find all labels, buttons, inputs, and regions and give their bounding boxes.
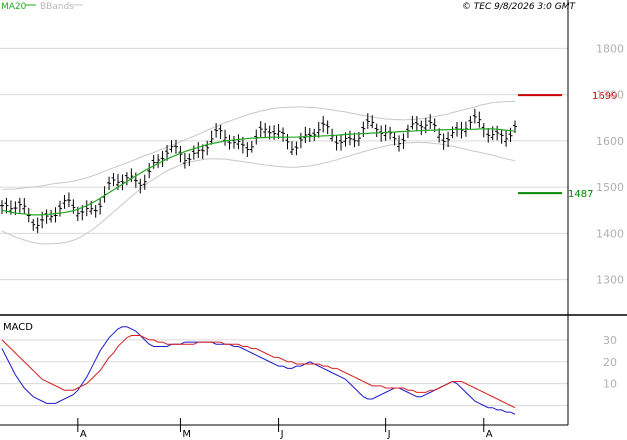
macd-gridlines [0, 339, 568, 406]
price-bars [0, 108, 517, 234]
bbands-upper-line [1, 101, 516, 190]
price-axis-ticks: 1300 1400 1500 1600 1700 1800 [596, 42, 624, 286]
macd-title: MACD [3, 322, 33, 333]
legend-bbands: BBands [40, 2, 74, 12]
price-gridlines [0, 47, 568, 281]
price-tick-label: 1300 [596, 274, 624, 287]
price-tick-label: 1400 [596, 227, 624, 240]
support-label: 1487 [568, 189, 593, 200]
copyright-text: © TEC 9/8/2026 3:0 GMT [462, 2, 577, 12]
macd-tick-label: 30 [603, 334, 617, 347]
month-label: A [80, 429, 87, 440]
bbands-lower-line [1, 141, 516, 245]
month-label: J [280, 429, 284, 440]
legend-ma20: MA20 [1, 2, 27, 12]
ma20-line [1, 128, 516, 216]
price-tick-label: 1600 [596, 135, 624, 148]
macd-line [1, 326, 516, 415]
month-label: A [486, 429, 493, 440]
price-tick-label: 1500 [596, 181, 624, 194]
price-tick-label: 1700 [596, 89, 624, 102]
macd-tick-label: 10 [603, 378, 617, 391]
macd-tick-label: 20 [603, 356, 617, 369]
macd-signal-line [1, 335, 516, 409]
month-label: M [182, 429, 191, 440]
month-label: J [387, 429, 391, 440]
macd-axis-ticks: 10 20 30 [603, 334, 617, 391]
resistance-label: 1699 [592, 91, 617, 102]
price-tick-label: 1800 [596, 42, 624, 55]
